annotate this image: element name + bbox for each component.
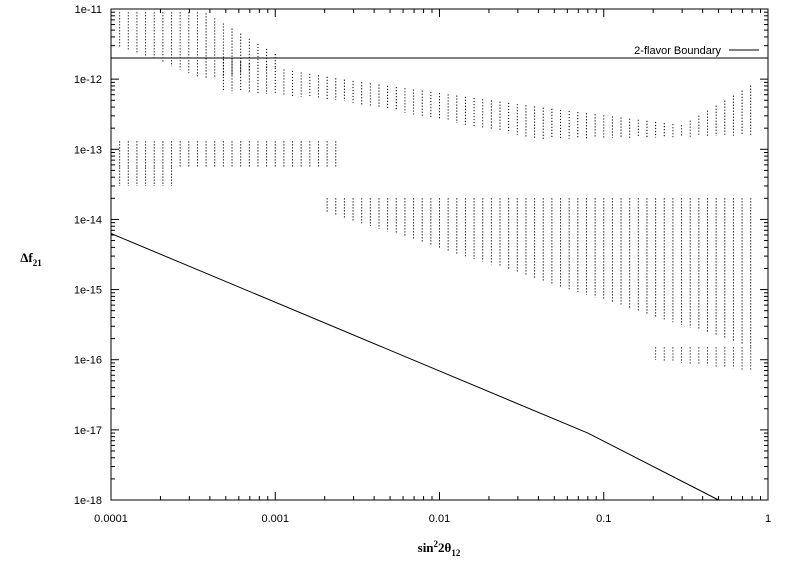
x-tick-label: 0.1: [596, 513, 611, 525]
x-tick-label: 0.001: [261, 513, 289, 525]
line-series: [110, 57, 768, 501]
y-tick-label: 1e-12: [74, 74, 102, 86]
y-tick-label: 1e-18: [74, 495, 102, 507]
axis-ticks: 0.0001 0.001 0.01 0.1 1 1e-18 1e-17 1e-16 1e-15 1…: [74, 4, 771, 525]
y-axis-label: Δf21: [20, 250, 42, 268]
allowed-regions: [119, 12, 752, 371]
y-tick-label: 1e-11: [75, 4, 102, 16]
plot-frame: [110, 8, 769, 501]
y-tick-label: 1e-16: [74, 355, 102, 367]
legend-label: 2-flavor Boundary: [634, 45, 721, 57]
y-tick-label: 1e-17: [74, 425, 102, 437]
x-tick-label: 0.01: [429, 513, 450, 525]
y-tick-label: 1e-15: [74, 285, 102, 297]
x-axis-label: sin22θ12: [418, 539, 461, 558]
y-tick-label: 1e-14: [74, 214, 102, 226]
x-tick-label: 0.0001: [94, 513, 128, 525]
lower-bound-line: [110, 233, 719, 501]
y-tick-label: 1e-13: [74, 144, 102, 156]
x-tick-label: 1: [765, 513, 771, 525]
